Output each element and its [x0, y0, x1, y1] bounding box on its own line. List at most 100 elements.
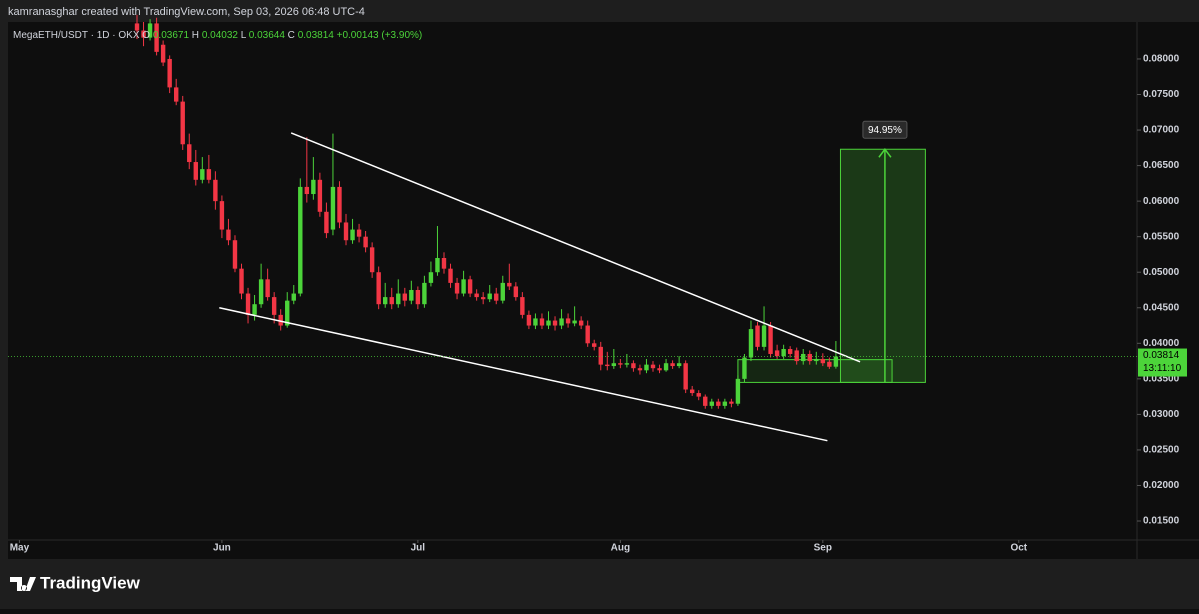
candle-body [513, 286, 519, 298]
candle-body [369, 247, 375, 273]
y-tick-label: 0.05000 [1143, 267, 1180, 278]
candle-body [454, 282, 460, 294]
y-tick-label: 0.04000 [1143, 338, 1180, 349]
legend-item: 0.03814 [298, 30, 335, 41]
candle-body [245, 293, 251, 315]
candle-body [814, 358, 819, 362]
candle-body [781, 348, 786, 357]
candle-body [480, 297, 486, 300]
legend-item: +0.00143 (+3.90%) [337, 30, 423, 41]
candle-body [768, 325, 773, 354]
candle-body [507, 282, 512, 287]
candle-body [154, 23, 159, 52]
candle-body [748, 329, 754, 358]
countdown: 13:11:10 [1143, 363, 1182, 374]
candle-body [742, 357, 747, 379]
candle-body [141, 30, 146, 38]
candle-body [147, 23, 153, 38]
candle-body [657, 368, 662, 371]
candle-body [271, 297, 277, 315]
legend-item: 0.03644 [249, 30, 286, 41]
candle-body [265, 279, 270, 298]
y-tick-label: 0.08000 [1143, 54, 1180, 65]
candle-body [448, 268, 453, 283]
candle-body [494, 293, 499, 301]
candle-body [559, 318, 564, 326]
legend-item: C [288, 30, 295, 41]
legend-item: 0.04032 [202, 30, 239, 41]
candle-body [709, 401, 714, 406]
candle-body [624, 363, 630, 365]
candle-body [611, 363, 617, 367]
candle-body [716, 401, 721, 406]
legend-item: 0.03671 [153, 30, 190, 41]
legend-item: H [192, 30, 199, 41]
price-label-bg [1138, 348, 1187, 377]
candle-body [533, 318, 538, 326]
arrow-head [878, 147, 892, 158]
candle-body [689, 389, 695, 394]
y-tick-label: 0.03000 [1143, 409, 1180, 420]
candle-body [735, 378, 741, 404]
candle-body [180, 101, 185, 145]
candle-body [219, 201, 225, 230]
candle-body [461, 279, 466, 294]
candle-body [526, 314, 532, 326]
price-label: 0.03814 [1143, 350, 1180, 361]
candle-body [252, 304, 257, 315]
candle-body [232, 240, 238, 269]
candle-body [435, 258, 440, 273]
candle-body [722, 401, 728, 406]
candle-body [337, 186, 342, 223]
candle-body [598, 346, 603, 365]
candle-body [356, 229, 362, 237]
x-tick-label: Oct [1010, 543, 1027, 554]
candle-body [592, 343, 597, 347]
candle-body [206, 169, 212, 180]
candle-body [520, 297, 525, 315]
trendline [290, 132, 861, 363]
candle-body [794, 350, 799, 362]
target-label-bg [862, 120, 908, 139]
y-tick-label: 0.02000 [1143, 480, 1180, 491]
x-tick-label: Sep [814, 543, 832, 554]
candle-body [383, 297, 388, 305]
candle-body [820, 358, 826, 364]
candle-body [676, 363, 682, 367]
candle-body [317, 179, 323, 212]
candle-body [298, 186, 303, 294]
candle-body [487, 293, 492, 300]
candle-body [605, 364, 610, 367]
candle-body [167, 58, 172, 88]
candle-body [618, 363, 623, 365]
candle-body [239, 268, 244, 294]
candle-body [343, 222, 349, 241]
candle-body [187, 144, 192, 163]
candle-body [827, 361, 832, 367]
candle-body [396, 293, 401, 305]
candle-body [833, 356, 839, 367]
y-tick-label: 0.07000 [1143, 125, 1180, 136]
candle-body [546, 320, 551, 326]
x-tick-label: Aug [611, 543, 630, 554]
candle-body [330, 186, 336, 230]
trendline [219, 307, 828, 442]
candle-body [363, 236, 368, 248]
x-tick-label: Jun [213, 543, 231, 554]
candle-body [650, 364, 656, 369]
y-tick-label: 0.02500 [1143, 445, 1180, 456]
candle-body [552, 320, 558, 326]
candle-body [696, 393, 701, 397]
candle-body [376, 272, 381, 305]
y-tick-label: 0.07500 [1143, 89, 1180, 100]
candle-body [755, 325, 760, 347]
legend-item: MegaETH/USDT · 1D · OKX [13, 30, 140, 41]
candle-body [585, 325, 590, 344]
y-tick-label: 0.05500 [1143, 231, 1180, 242]
header: kamranasghar created with TradingView.co… [8, 6, 365, 18]
y-tick-label: 0.06000 [1143, 196, 1180, 207]
candle-body [285, 300, 290, 326]
candle-body [415, 289, 421, 305]
